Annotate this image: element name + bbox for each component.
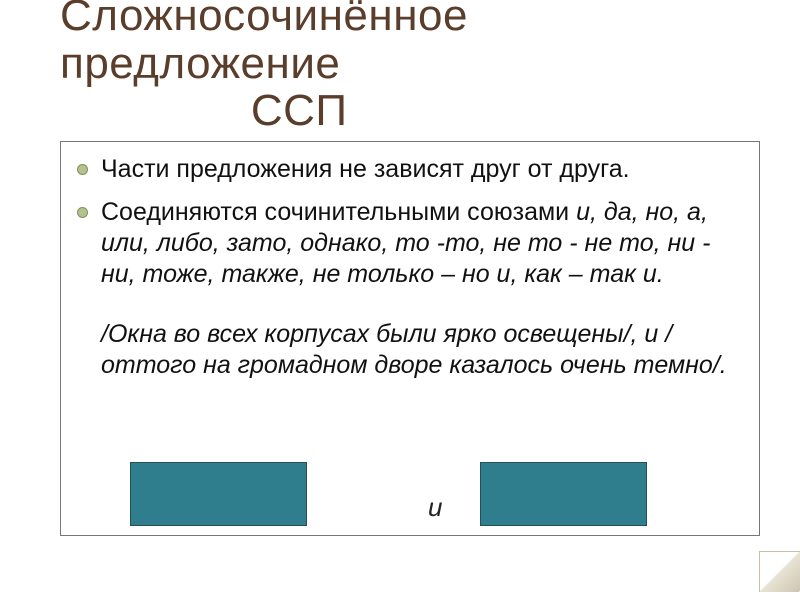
bullet-1: Части предложения не зависят друг от дру…	[101, 154, 741, 185]
title-line-2: предложение	[60, 40, 760, 88]
bullet-2-plain: Соединяются сочинительными союзами	[101, 198, 576, 226]
example-text: /Окна во всех корпусах были ярко освещен…	[101, 319, 741, 382]
title-line-1: Сложносочинённое	[60, 0, 760, 40]
example-block: /Окна во всех корпусах были ярко освещен…	[101, 319, 741, 382]
slide-title: Сложносочинённое предложение ССП	[60, 0, 760, 135]
slide: Сложносочинённое предложение ССП Части п…	[0, 0, 800, 592]
bullet-2: Соединяются сочинительными союзами и, да…	[101, 197, 741, 291]
content-box: Части предложения не зависят друг от дру…	[60, 141, 760, 536]
page-curl-icon	[759, 551, 800, 592]
title-line-3: ССП	[60, 87, 760, 135]
bullet-1-text: Части предложения не зависят друг от дру…	[101, 155, 630, 183]
